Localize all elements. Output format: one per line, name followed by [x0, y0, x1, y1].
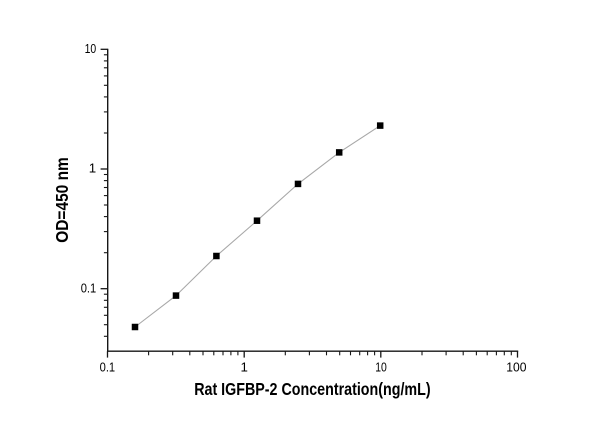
svg-text:1: 1	[240, 359, 247, 374]
svg-text:0.1: 0.1	[81, 280, 97, 295]
svg-text:100: 100	[506, 359, 526, 374]
svg-text:0.1: 0.1	[100, 359, 116, 374]
svg-text:10: 10	[85, 41, 97, 56]
svg-text:OD=450 nm: OD=450 nm	[52, 157, 72, 243]
svg-text:10: 10	[375, 359, 387, 374]
svg-text:1: 1	[89, 161, 96, 176]
svg-text:Rat IGFBP-2 Concentration(ng/m: Rat IGFBP-2 Concentration(ng/mL)	[194, 379, 430, 399]
